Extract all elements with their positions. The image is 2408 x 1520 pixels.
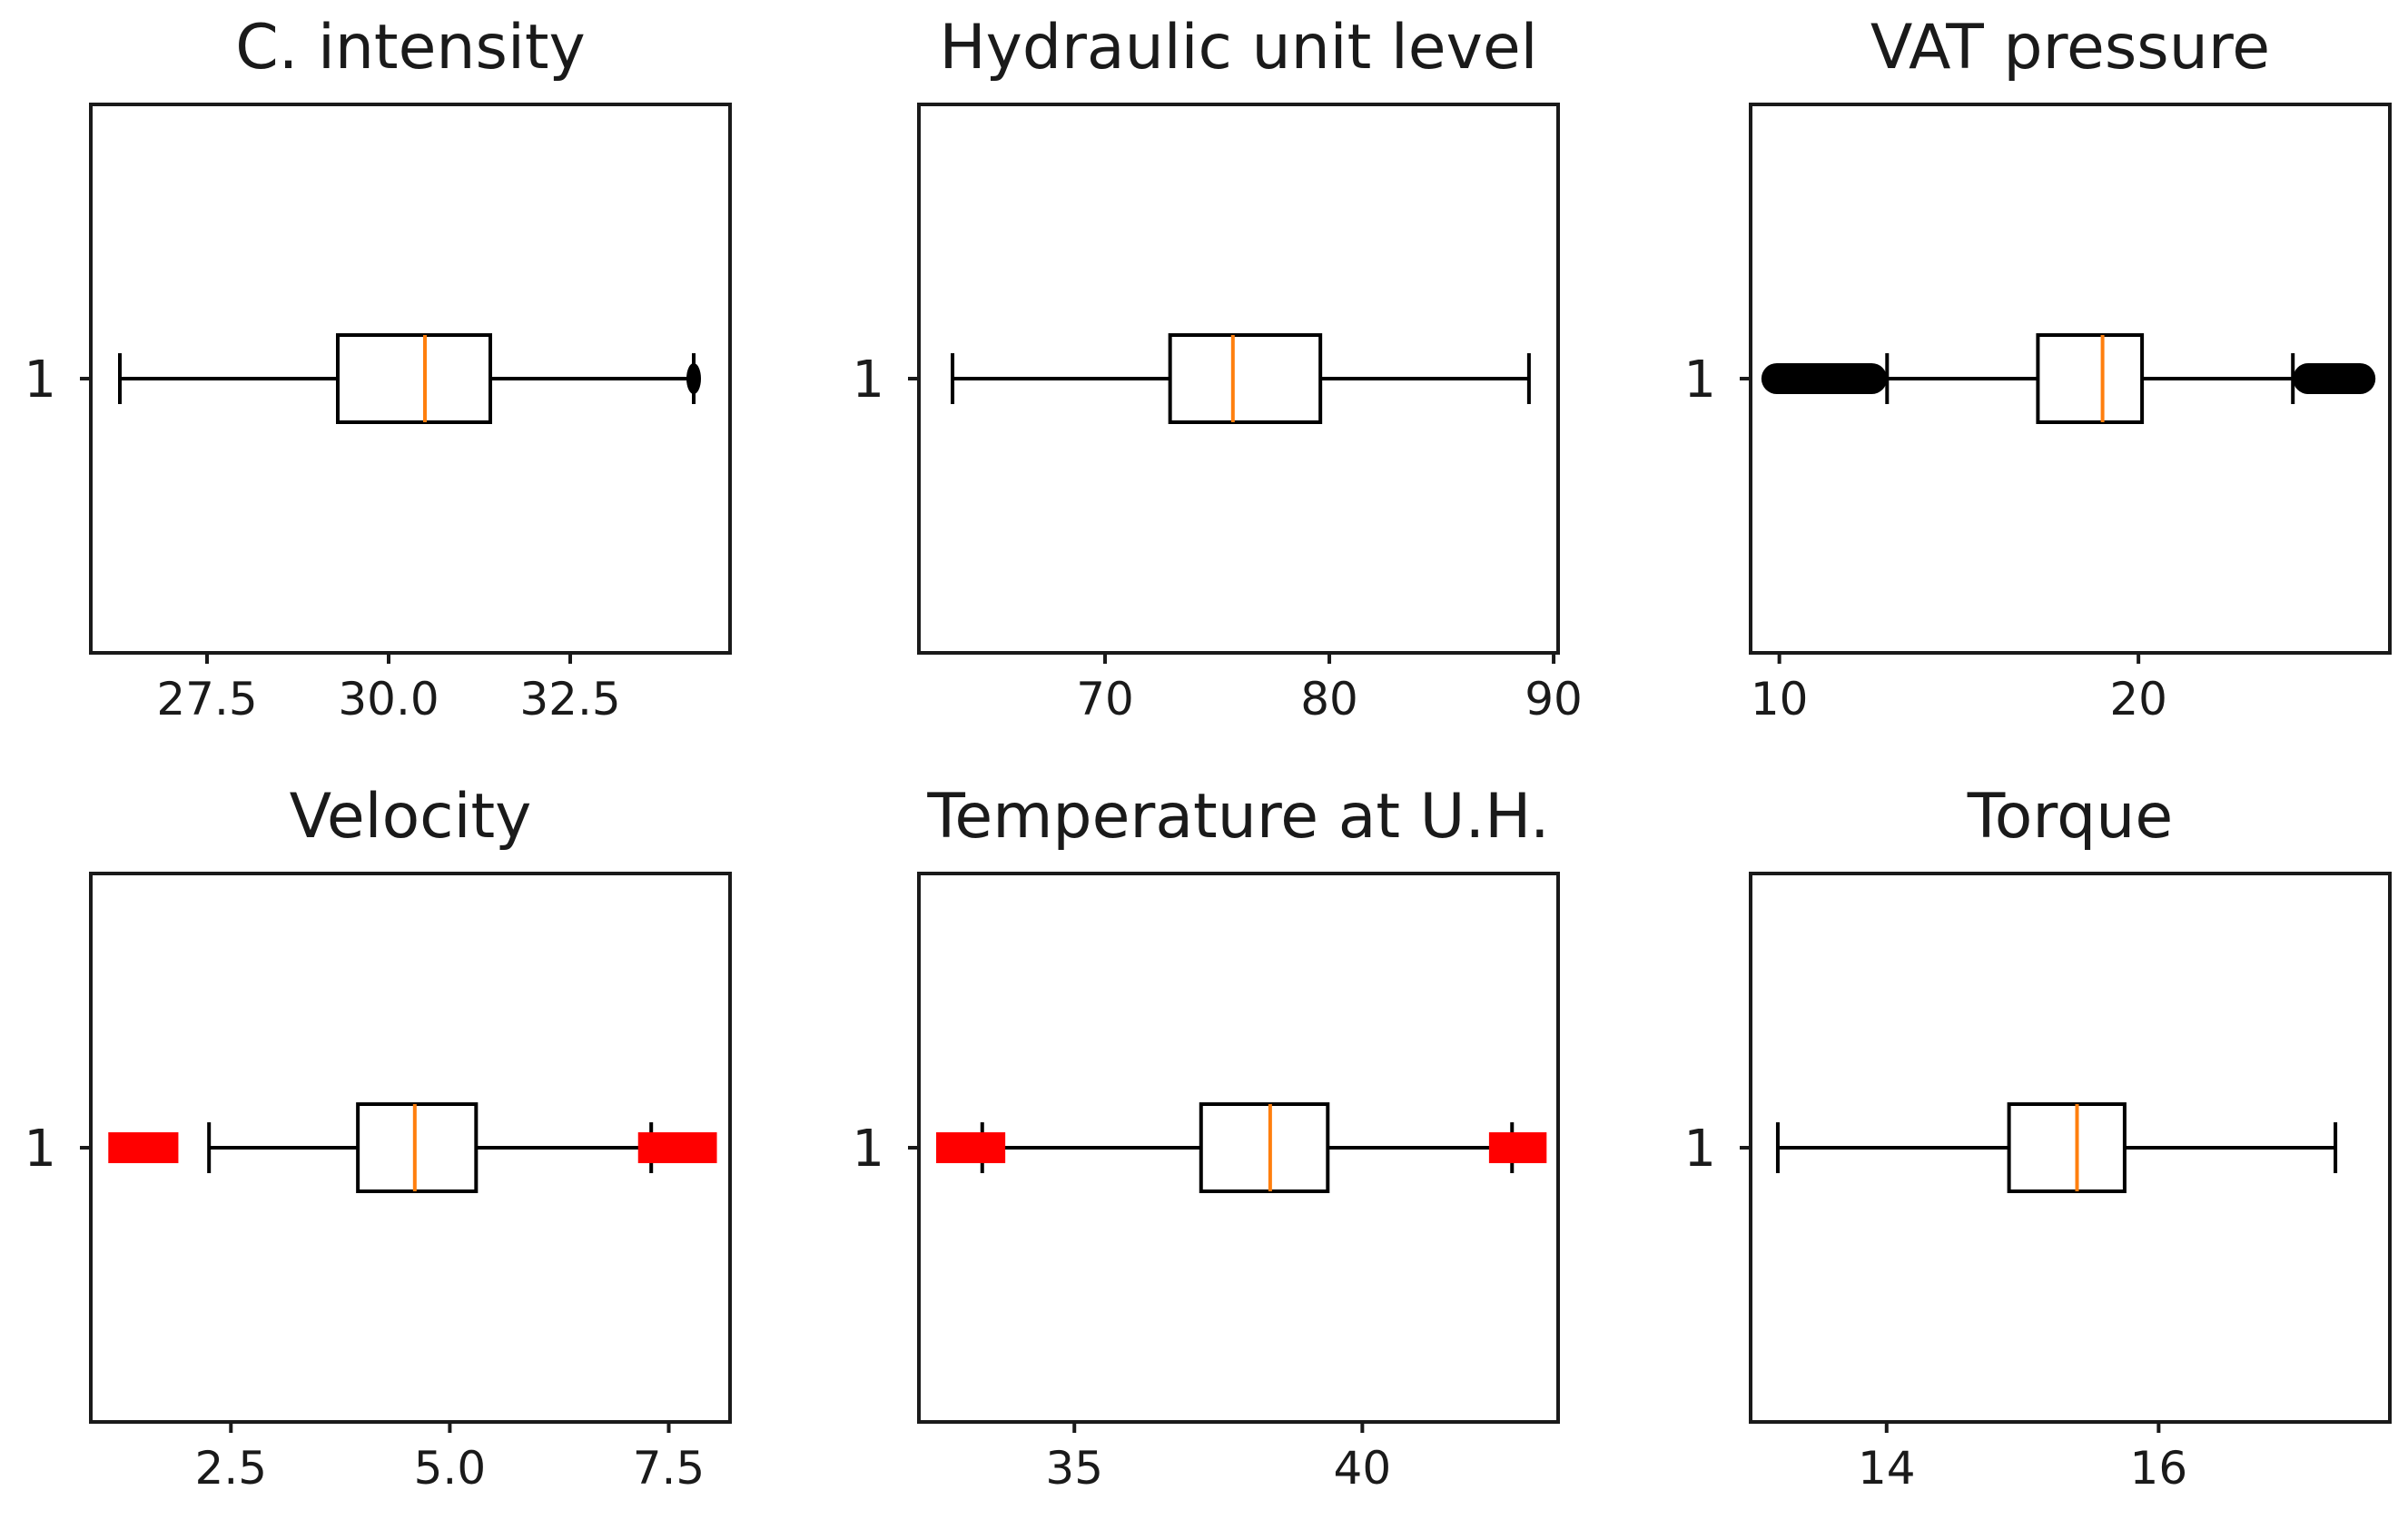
outlier-markers	[1761, 363, 1888, 394]
panel-5: Temperature at U.H. 1 35 40	[852, 781, 1560, 1495]
panel-2: Hydraulic unit level 1 70 80 90	[852, 12, 1583, 725]
panel-title: VAT pressure	[1870, 12, 2270, 84]
x-tick-label: 10	[1751, 673, 1809, 725]
y-tick-label: 1	[1683, 1120, 1716, 1179]
y-tick-label: 1	[24, 350, 56, 410]
x-tick-label: 30.0	[338, 673, 439, 725]
y-tick-label: 1	[1683, 350, 1716, 410]
x-tick-label: 14	[1858, 1442, 1916, 1495]
x-tick-label: 90	[1525, 673, 1583, 725]
panel-1: C. intensity 1 27.5 30.0 32.5	[24, 12, 732, 725]
x-tick-label: 70	[1076, 673, 1134, 725]
panel-title: C. intensity	[235, 12, 586, 84]
iqr-box	[2007, 1102, 2127, 1193]
outlier-markers	[108, 1132, 179, 1163]
outlier-markers	[686, 363, 701, 394]
panel-title: Hydraulic unit level	[939, 12, 1537, 84]
y-tick-label: 1	[852, 350, 884, 410]
x-tick-label: 40	[1334, 1442, 1392, 1495]
panel-6: Torque 1 14 16	[1683, 781, 2392, 1495]
y-tick-label: 1	[852, 1120, 884, 1179]
x-tick-label: 27.5	[156, 673, 257, 725]
iqr-box	[356, 1102, 479, 1193]
outlier-markers	[2293, 363, 2376, 394]
panel-title: Velocity	[290, 781, 532, 853]
x-tick-label: 2.5	[195, 1442, 268, 1495]
panel-title: Temperature at U.H.	[926, 781, 1549, 853]
x-tick-label: 5.0	[414, 1442, 487, 1495]
iqr-box	[1199, 1102, 1330, 1193]
outlier-markers	[637, 1132, 717, 1163]
outlier-markers	[1488, 1132, 1547, 1163]
x-tick-label: 80	[1300, 673, 1358, 725]
iqr-box	[1168, 333, 1323, 424]
x-tick-label: 7.5	[633, 1442, 706, 1495]
x-tick-label: 35	[1045, 1442, 1103, 1495]
y-tick-label: 1	[24, 1120, 56, 1179]
iqr-box	[2036, 333, 2145, 424]
x-tick-label: 20	[2109, 673, 2167, 725]
panel-4: Velocity 1 2.5 5.0 7.5	[24, 781, 732, 1495]
x-tick-label: 32.5	[519, 673, 620, 725]
outlier-markers	[936, 1132, 1006, 1163]
panel-title: Torque	[1967, 781, 2173, 853]
iqr-box	[336, 333, 492, 424]
panel-3: VAT pressure 1 10 20	[1683, 12, 2392, 725]
x-tick-label: 16	[2130, 1442, 2188, 1495]
